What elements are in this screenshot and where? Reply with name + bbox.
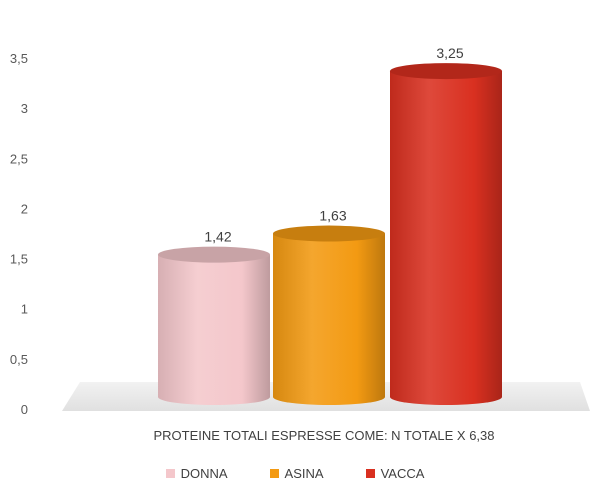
legend-label-donna: DONNA	[180, 466, 228, 481]
bar-top	[390, 63, 502, 80]
y-tick-label: 1	[21, 302, 28, 317]
y-tick-label: 1,5	[10, 252, 28, 267]
legend-swatch-donna	[165, 469, 175, 478]
bar-top	[273, 225, 385, 242]
data-label: 1,42	[204, 229, 231, 245]
y-tick-label: 3	[21, 101, 28, 116]
legend-label-vacca: VACCA	[380, 466, 425, 481]
legend-swatch-vacca	[365, 469, 375, 478]
data-label: 1,63	[319, 208, 346, 224]
bar-asina: 1,63	[273, 208, 385, 405]
y-tick-label: 2,5	[10, 151, 28, 166]
data-label: 3,25	[436, 45, 463, 61]
legend-label-asina: ASINA	[284, 466, 324, 481]
bar-body	[273, 233, 385, 405]
y-tick-label: 0,5	[10, 352, 28, 367]
legend-swatch-asina	[269, 469, 279, 478]
bar-donna: 1,42	[158, 229, 270, 405]
legend-item-donna: DONNA	[165, 466, 228, 481]
bar-body	[390, 71, 502, 406]
category-label: PROTEINE TOTALI ESPRESSE COME: N TOTALE …	[154, 428, 495, 443]
legend: DONNA ASINA VACCA	[0, 466, 590, 481]
legend-item-vacca: VACCA	[365, 466, 425, 481]
bars: 1,42 1,63 3,25	[158, 45, 502, 406]
bar-vacca: 3,25	[390, 45, 502, 406]
y-axis: 0 0,5 1 1,5 2 2,5 3 3,5	[10, 51, 28, 417]
bar-body	[158, 254, 270, 405]
y-tick-label: 3,5	[10, 51, 28, 66]
legend-item-asina: ASINA	[269, 466, 324, 481]
bar-top	[158, 246, 270, 263]
y-tick-label: 2	[21, 201, 28, 216]
y-tick-label: 0	[21, 402, 28, 417]
